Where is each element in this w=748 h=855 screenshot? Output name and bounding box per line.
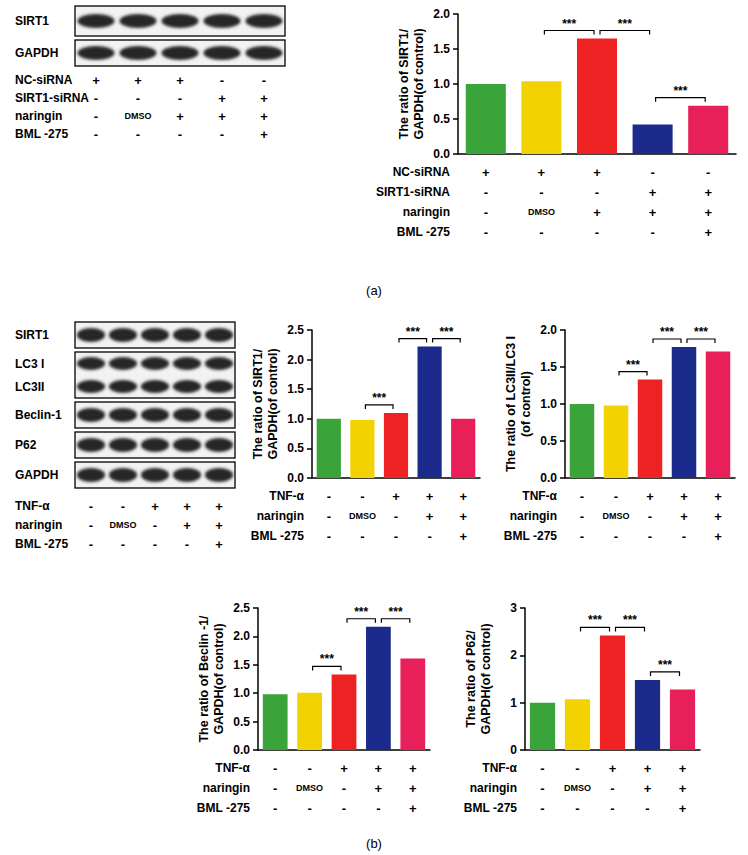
- svg-text:0.0: 0.0: [540, 471, 557, 485]
- svg-text:***: ***: [623, 613, 637, 627]
- svg-text:0.5: 0.5: [287, 441, 304, 455]
- svg-text:0.5: 0.5: [433, 112, 450, 126]
- svg-text:1.5: 1.5: [540, 360, 557, 374]
- html-text:LC3II: LC3II: [15, 379, 45, 394]
- svg-text:The ratio of SIRT1/: The ratio of SIRT1/: [251, 348, 265, 459]
- svg-text:2.0: 2.0: [433, 7, 450, 21]
- svg-text:0.5: 0.5: [233, 715, 250, 729]
- svg-text:2.0: 2.0: [233, 629, 250, 643]
- svg-text:2.0: 2.0: [540, 323, 557, 337]
- html-text:naringin: naringin: [509, 509, 557, 523]
- svg-text:***: ***: [354, 605, 368, 619]
- html-text:BML -275: BML -275: [503, 529, 557, 543]
- html-text:DMSO: DMSO: [124, 111, 152, 121]
- svg-text:***: ***: [618, 17, 632, 31]
- svg-text:***: ***: [439, 325, 453, 339]
- html-text:LC3 I: LC3 I: [15, 356, 45, 371]
- svg-text:***: ***: [372, 391, 386, 405]
- html-text:naringin: naringin: [402, 205, 450, 219]
- html-text:Beclin-1: Beclin-1: [15, 408, 62, 422]
- svg-text:GAPDH(of control): GAPDH(of control): [479, 623, 493, 734]
- svg-text:***: ***: [406, 325, 420, 339]
- html-text:NC-siRNA: NC-siRNA: [392, 165, 450, 179]
- html-text:DMSO: DMSO: [527, 207, 555, 217]
- svg-text:(of control): (of control): [519, 371, 533, 437]
- html-text:BML -275: BML -275: [196, 801, 250, 815]
- svg-text:***: ***: [389, 605, 403, 619]
- html-text:naringin: naringin: [256, 509, 304, 523]
- svg-text:GAPDH(of control): GAPDH(of control): [212, 623, 226, 734]
- svg-text:0: 0: [510, 743, 517, 757]
- svg-text:1: 1: [510, 696, 517, 710]
- html-text:DMSO: DMSO: [109, 520, 137, 530]
- svg-text:0.0: 0.0: [287, 471, 304, 485]
- svg-text:***: ***: [320, 652, 334, 666]
- svg-text:0.0: 0.0: [233, 743, 250, 757]
- svg-text:The ratio of P62/: The ratio of P62/: [464, 630, 478, 728]
- svg-text:0.0: 0.0: [433, 147, 450, 161]
- svg-text:The ratio of SIRT1/: The ratio of SIRT1/: [397, 28, 411, 139]
- html-text:TNF-α: TNF-α: [15, 499, 50, 513]
- html-text:BML -275: BML -275: [396, 225, 450, 239]
- svg-text:1.0: 1.0: [540, 397, 557, 411]
- svg-text:1.5: 1.5: [233, 658, 250, 672]
- html-text:GAPDH: GAPDH: [15, 46, 59, 60]
- svg-text:The ratio of Beclin -1/: The ratio of Beclin -1/: [197, 615, 211, 743]
- html-text:NC-siRNA: NC-siRNA: [15, 73, 73, 87]
- html-text:TNF-α: TNF-α: [482, 761, 517, 775]
- html-text:DMSO: DMSO: [564, 783, 591, 793]
- svg-text:0.5: 0.5: [540, 434, 557, 448]
- svg-text:1.5: 1.5: [287, 382, 304, 396]
- html-text:(b): (b): [366, 835, 382, 851]
- html-text:naringin: naringin: [202, 781, 250, 795]
- svg-text:The ratio of LC3II/LC3 I: The ratio of LC3II/LC3 I: [504, 336, 518, 472]
- html-text:SIRT1-siRNA: SIRT1-siRNA: [376, 185, 450, 199]
- html-text:TNF-α: TNF-α: [215, 761, 250, 775]
- svg-text:3: 3: [510, 601, 517, 615]
- svg-text:***: ***: [588, 613, 602, 627]
- html-text:naringin: naringin: [15, 518, 63, 532]
- svg-text:GAPDH(of control): GAPDH(of control): [266, 348, 280, 459]
- html-text:BML -275: BML -275: [463, 801, 517, 815]
- svg-text:***: ***: [658, 658, 672, 672]
- html-text:P62: P62: [15, 438, 37, 452]
- svg-text:***: ***: [694, 325, 708, 339]
- html-text:naringin: naringin: [469, 781, 517, 795]
- html-text:DMSO: DMSO: [348, 511, 376, 521]
- svg-text:2.5: 2.5: [233, 601, 250, 615]
- svg-text:2.5: 2.5: [287, 323, 304, 337]
- html-text:BML -275: BML -275: [15, 537, 69, 551]
- svg-text:***: ***: [673, 84, 687, 98]
- svg-text:2.0: 2.0: [287, 353, 304, 367]
- html-text:BML -275: BML -275: [250, 529, 304, 543]
- html-text:SIRT1-siRNA -: SIRT1-siRNA -: [15, 90, 99, 106]
- svg-text:1.5: 1.5: [433, 42, 450, 56]
- html-text:TNF-α: TNF-α: [522, 489, 557, 503]
- html-text:DMSO: DMSO: [296, 783, 324, 793]
- svg-text:***: ***: [562, 17, 576, 31]
- html-text:(a): (a): [366, 282, 382, 298]
- svg-text:***: ***: [626, 358, 640, 372]
- html-text:TNF-α: TNF-α: [269, 489, 304, 503]
- svg-text:GAPDH(of control): GAPDH(of control): [412, 28, 426, 139]
- html-text:SIRT1: SIRT1: [15, 14, 49, 28]
- html-text:SIRT1: SIRT1: [15, 328, 49, 342]
- svg-text:1.0: 1.0: [433, 77, 450, 91]
- html-text:GAPDH: GAPDH: [15, 468, 59, 482]
- html-text:BML -275: BML -275: [15, 127, 69, 141]
- svg-text:***: ***: [660, 325, 674, 339]
- svg-text:2: 2: [510, 648, 517, 662]
- html-text:DMSO: DMSO: [602, 511, 630, 521]
- html-text:naringin: naringin: [15, 109, 63, 123]
- svg-text:1.0: 1.0: [233, 686, 250, 700]
- svg-text:1.0: 1.0: [287, 412, 304, 426]
